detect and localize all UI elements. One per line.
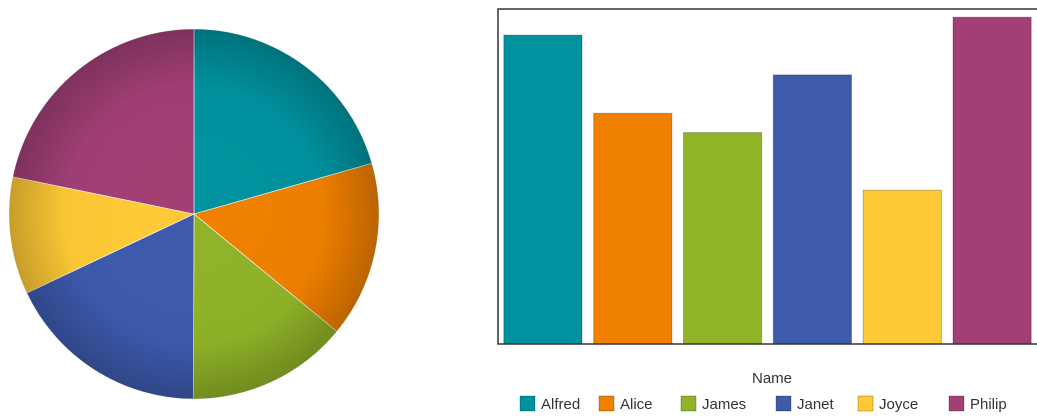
legend-swatch-alfred (519, 395, 536, 412)
pie-chart-svg (8, 28, 380, 400)
bar-james[interactable] (683, 132, 763, 345)
legend-label-alfred: Alfred (541, 396, 580, 413)
pie-slices (8, 28, 380, 400)
bar-chart: Name Alfred Alice James Janet Joyce Philip (490, 0, 1037, 416)
legend-swatch-joyce (857, 395, 874, 412)
bar-alice[interactable] (593, 112, 673, 345)
legend-item-alice[interactable]: Alice (598, 395, 653, 413)
legend-label-janet: Janet (797, 396, 835, 413)
legend-swatch-philip (948, 395, 965, 412)
pie-chart (0, 0, 400, 416)
bar-chart-svg: Name Alfred Alice James Janet Joyce Philip (497, 8, 1037, 413)
plot-frame (497, 8, 1037, 345)
bar-joyce[interactable] (862, 189, 942, 345)
legend-label-james: James (702, 396, 746, 413)
legend-label-joyce: Joyce (879, 396, 918, 413)
legend-label-alice: Alice (620, 396, 653, 413)
legend-label-philip: Philip (970, 396, 1007, 413)
x-axis-title: Name (752, 370, 792, 387)
legend-item-james[interactable]: James (680, 395, 746, 413)
legend-swatch-alice (598, 395, 615, 412)
legend-item-alfred[interactable]: Alfred (519, 395, 580, 413)
bar-alfred[interactable] (503, 34, 583, 345)
legend-item-janet[interactable]: Janet (775, 395, 835, 413)
legend-swatch-james (680, 395, 697, 412)
bar-janet[interactable] (772, 74, 852, 345)
bar-philip[interactable] (952, 16, 1032, 345)
legend: Alfred Alice James Janet Joyce Philip (519, 395, 1007, 413)
bar-series (503, 16, 1032, 345)
legend-item-joyce[interactable]: Joyce (857, 395, 918, 413)
legend-item-philip[interactable]: Philip (948, 395, 1007, 413)
legend-swatch-janet (775, 395, 792, 412)
